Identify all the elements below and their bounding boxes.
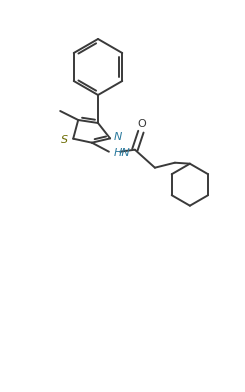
Text: S: S (61, 135, 68, 145)
Text: N: N (114, 132, 122, 142)
Text: HN: HN (114, 148, 131, 158)
Text: O: O (137, 119, 146, 129)
